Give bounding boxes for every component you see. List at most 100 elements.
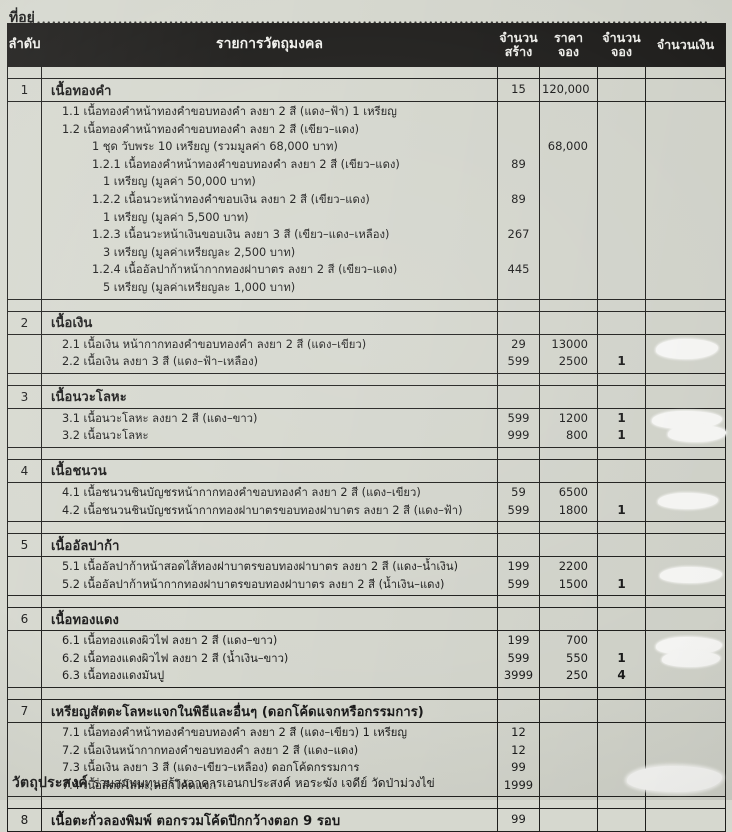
detail-made-count-value [500, 279, 537, 297]
detail-line: 1.2 เนื้อทองคำหน้าทองคำขอบทองคำ ลงยา 2 ส… [62, 122, 360, 136]
section-header-row: 3 เนื้อนวะโลหะ [7, 384, 726, 409]
detail-price-value [542, 742, 588, 760]
spacer-cell [497, 796, 540, 810]
table-spacer-row [7, 687, 726, 701]
detail-qty-value: 1 [617, 576, 626, 591]
detail-line: 3 เหรียญ (มูลค่าเหรียญละ 2,500 บาท) [103, 245, 296, 259]
detail-line: 1.2.3 เนื้อนวะหน้าเงินขอบเงิน ลงยา 3 สี … [92, 228, 390, 242]
detail-made-count: 59 599 [497, 481, 540, 523]
detail-price: 13000 2500 [539, 333, 598, 374]
table-spacer-row [7, 521, 726, 535]
detail-line: 6.1 เนื้อทองแดงผิวไฟ ลงยา 2 สี (แดง–ขาว) [62, 634, 278, 648]
section-made-count [497, 699, 540, 724]
table-body: 1 เนื้อทองคำ 15 120,000 1.1 เนื้อทองคำหน้าทอ… [7, 66, 726, 832]
spacer-cell [7, 372, 42, 386]
spacer-cell [597, 298, 646, 312]
section-header-row: 8 เนื้อตะกั่วลองพิมพ์ ตอกรวมโค้ดปีกกว้างต… [7, 808, 726, 832]
section-detail-row: 7.1 เนื้อทองคำหน้าทองคำขอบทองคำ ลงยา 2 ส… [7, 722, 726, 798]
detail-price-value: 13000 [551, 336, 588, 351]
table-spacer-row [7, 298, 726, 312]
detail-line: 7.2 เนื้อเงินหน้ากากทองคำขอบทองคำ ลงยา 2… [62, 743, 359, 757]
detail-made-count-value [500, 173, 537, 191]
section-amount [645, 607, 726, 632]
column-header-qty-line1: จำนวน [602, 30, 641, 45]
detail-made-count-value: 3999 [503, 668, 534, 683]
detail-price-value [542, 209, 588, 227]
table-spacer-row [7, 796, 726, 810]
section-number: 7 [7, 699, 42, 724]
detail-qty-value [600, 484, 643, 502]
spacer-cell [41, 446, 498, 460]
section-price [539, 607, 598, 632]
detail-made-count-value: 89 [511, 156, 526, 171]
section-amount [645, 533, 726, 558]
detail-price: 6500 1800 [539, 481, 598, 523]
spacer-cell [597, 687, 646, 701]
spacer-cell [497, 372, 540, 386]
detail-description-cell: 5.1 เนื้ออัลปาก้าหน้าสอดไส้ทองฝาบาตรขอบท… [41, 556, 498, 597]
section-made-count [497, 310, 540, 335]
detail-made-count: 12 12 99 1999 [497, 722, 540, 798]
detail-line: 5.2 เนื้ออัลปาก้าหน้ากากทองฝาบาตรขอบทองฝ… [62, 577, 445, 591]
detail-line: 7.4 เนื้อสัตตโลหะ ดอกโค้ดแจก [62, 778, 217, 792]
section-number: 8 [7, 808, 42, 832]
table-spacer-row [7, 446, 726, 460]
spacer-cell [645, 595, 726, 609]
section-qty [597, 699, 646, 724]
detail-amount-cell [645, 333, 726, 374]
detail-qty [597, 101, 646, 300]
detail-made-count: 89 89 267 445 [497, 101, 540, 300]
spacer-cell [41, 372, 498, 386]
section-number: 6 [7, 607, 42, 632]
detail-made-count-value: 599 [507, 354, 530, 369]
detail-line: 5 เหรียญ (มูลค่าเหรียญละ 1,000 บาท) [103, 280, 296, 294]
spacer-cell [497, 595, 540, 609]
spacer-cell [7, 521, 42, 535]
detail-line: 3.1 เนื้อนวะโลหะ ลงยา 2 สี (แดง–ขาว) [62, 411, 258, 425]
detail-made-count: 599 999 [497, 407, 540, 448]
spacer-cell [645, 521, 726, 535]
section-price [539, 533, 598, 558]
detail-made-count-value: 599 [507, 502, 530, 517]
detail-line: 6.2 เนื้อทองแดงผิวไฟ ลงยา 2 สี (น้ำเงิน–… [62, 651, 289, 665]
section-made-count [497, 607, 540, 632]
whiteout-mark [656, 338, 718, 359]
detail-amount-cell [645, 101, 726, 300]
address-line: ที่อยู่ [9, 2, 709, 26]
detail-made-count-value: 599 [507, 576, 530, 591]
detail-qty: 1 [597, 481, 646, 523]
spacer-cell [497, 521, 540, 535]
spacer-cell [7, 687, 42, 701]
detail-price-value: 2500 [558, 354, 588, 369]
whiteout-mark-footer [627, 766, 722, 792]
spacer-cell [539, 446, 598, 460]
section-number: 3 [7, 384, 42, 409]
detail-qty-value [600, 121, 643, 139]
whiteout-mark [668, 424, 726, 442]
detail-description-cell: 4.1 เนื้อชนวนชินบัญชรหน้ากากทองคำขอบทองค… [41, 481, 498, 523]
section-made-count [497, 533, 540, 558]
section-title: เนื้อตะกั่วลองพิมพ์ ตอกรวมโค้ดปีกกว้างตอ… [41, 808, 498, 832]
section-detail-row: 6.1 เนื้อทองแดงผิวไฟ ลงยา 2 สี (แดง–ขาว)… [7, 630, 726, 689]
spacer-cell [645, 446, 726, 460]
spacer-cell [539, 796, 598, 810]
detail-made-count-value: 445 [507, 262, 530, 277]
spacer-cell [7, 298, 42, 312]
spacer-cell [7, 66, 42, 79]
detail-made-count: 199 599 3999 [497, 630, 540, 689]
whiteout-mark [656, 637, 722, 656]
detail-amount-cell [645, 481, 726, 523]
table-spacer-row [7, 595, 726, 609]
section-qty [597, 310, 646, 335]
spacer-cell [597, 372, 646, 386]
section-qty [597, 533, 646, 558]
table-spacer-row [7, 66, 726, 79]
column-header-made-line1: จำนวน [499, 30, 538, 45]
detail-price-value [542, 279, 588, 297]
section-title: เนื้ออัลปาก้า [41, 533, 498, 558]
detail-line: 1.1 เนื้อทองคำหน้าทองคำขอบทองคำ ลงยา 2 ส… [62, 105, 397, 118]
spacer-cell [7, 446, 42, 460]
section-number: 4 [7, 458, 42, 483]
detail-price-value [542, 724, 588, 742]
detail-description-cell: 7.1 เนื้อทองคำหน้าทองคำขอบทองคำ ลงยา 2 ส… [41, 722, 498, 798]
